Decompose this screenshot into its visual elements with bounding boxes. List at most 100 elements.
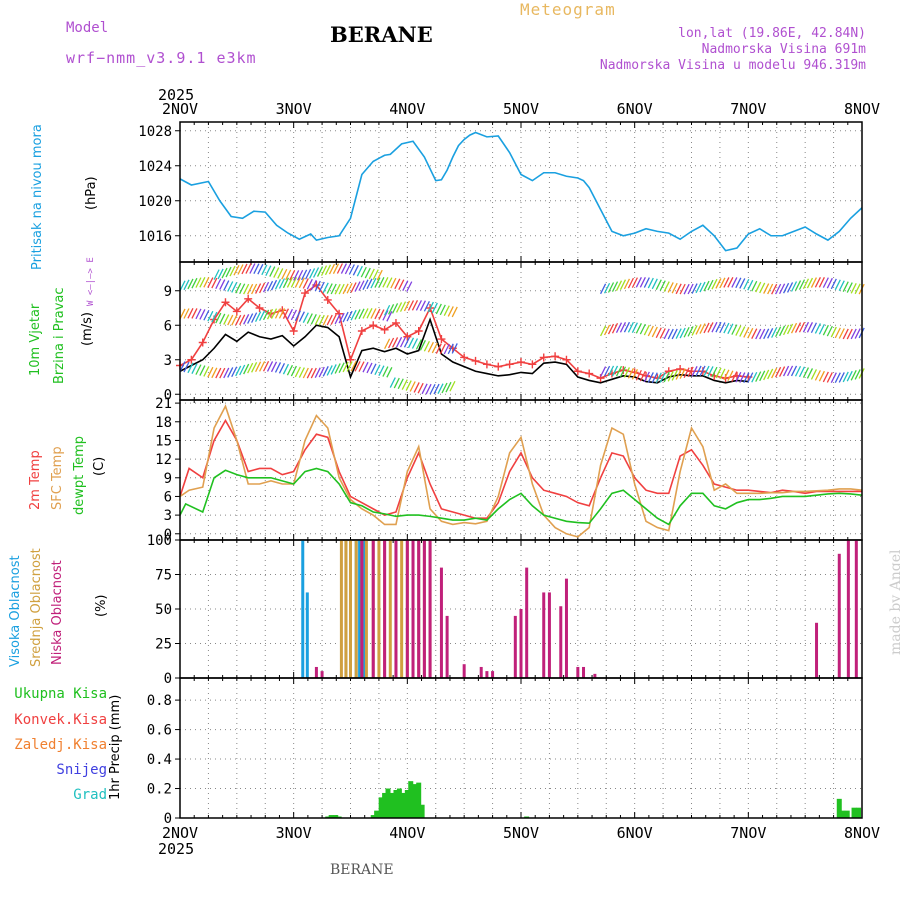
cloud-bar: [519, 609, 523, 678]
wind-barb: [751, 371, 758, 383]
wind-barb: [298, 367, 305, 378]
wind-barb: [607, 323, 615, 335]
cloud-bar: [479, 666, 483, 678]
wind-barb: [364, 267, 371, 279]
wind-barb: [255, 361, 262, 373]
wind-barb: [798, 366, 806, 378]
wind-barb: [297, 269, 304, 281]
gust-marker: [517, 358, 525, 367]
wind-barb: [810, 369, 817, 380]
wind-barb: [318, 281, 325, 293]
temperature-ytick-label: 3: [164, 508, 172, 524]
wind-barb: [235, 314, 242, 326]
wind-barb: [818, 323, 825, 335]
cloud-bar: [411, 540, 415, 678]
wind-barb: [346, 361, 353, 372]
wind-barb: [842, 328, 849, 340]
wind-barb: [802, 367, 810, 378]
wind-barb: [223, 280, 230, 291]
wind-barb: [183, 361, 190, 373]
wind-barb: [627, 368, 634, 379]
wind-barb: [735, 277, 742, 289]
wind-barb: [822, 324, 829, 336]
wind-barb: [294, 310, 301, 322]
wind-barb: [326, 283, 333, 294]
wind-barb: [270, 308, 278, 319]
temperature-series-2: [179, 467, 863, 526]
wind-barb: [346, 282, 353, 294]
wind-barb: [352, 264, 359, 276]
wind-barb: [695, 324, 702, 335]
gust-marker: [301, 289, 310, 298]
wind-barb: [328, 263, 336, 275]
wind-barb: [655, 327, 662, 339]
cloud-bar: [525, 567, 529, 678]
wind-barb: [419, 340, 426, 351]
precip-bar: [396, 788, 402, 818]
wind-barb: [830, 326, 837, 338]
gust-marker: [414, 327, 423, 335]
x-label-bottom: 6NOV: [617, 824, 653, 842]
wind-barb: [262, 281, 270, 293]
wind-barb: [277, 268, 284, 279]
wind-barb: [266, 361, 274, 372]
x-label-top: 2NOV: [162, 100, 198, 118]
wind-barb: [703, 280, 710, 292]
cloud-bar: [344, 540, 348, 678]
pressure-ytick-label: 1016: [138, 229, 172, 245]
legend-ukupna: Ukupna Kisa: [14, 686, 107, 702]
coords-label: lon,lat (19.86E, 42.84N): [678, 26, 866, 41]
wind-barb: [615, 365, 623, 377]
wind-barb: [767, 283, 774, 295]
wind-barb: [374, 364, 381, 376]
wind-barb: [731, 324, 738, 335]
wind-barb: [451, 306, 458, 318]
wind-barb: [362, 279, 369, 290]
x-label-bottom: 4NOV: [389, 824, 425, 842]
wind-barb: [790, 322, 798, 334]
wind-barb: [443, 305, 450, 317]
wind-barb: [195, 308, 202, 320]
wind-barb: [631, 369, 638, 380]
wind-barb: [751, 280, 758, 292]
wind-barb: [671, 370, 678, 381]
wind-barb: [358, 308, 365, 320]
wind-barb: [278, 278, 286, 289]
wind-barb: [199, 309, 206, 320]
wind-barb: [330, 364, 337, 375]
precip-bar: [416, 782, 422, 818]
wind-barb: [362, 361, 369, 373]
wind-barb: [743, 327, 750, 338]
wind-barb: [647, 277, 654, 289]
legend-zaledj: Zaledj.Kisa: [14, 737, 107, 753]
wind-barb: [786, 282, 794, 293]
cloud-ytick-label: 25: [155, 637, 172, 653]
wind-barb: [854, 283, 861, 295]
wind-barb: [651, 372, 658, 383]
wind-barb: [318, 366, 325, 378]
meteogram-label: Meteogram: [520, 0, 616, 19]
wind-barb: [402, 280, 409, 291]
cloud-bar: [837, 553, 841, 678]
wind-barb: [719, 368, 726, 380]
wind-barb: [775, 283, 782, 295]
wind-barb: [695, 282, 702, 294]
model-name: wrf−nmm_v3.9.1 e3km: [66, 49, 257, 67]
cloud-bar: [559, 606, 563, 678]
wind-barb: [842, 281, 849, 292]
wind-barb: [338, 283, 345, 295]
wind-barb: [398, 279, 405, 290]
wind-barb: [711, 321, 718, 333]
wind-barb: [374, 277, 381, 288]
wind-barb: [834, 279, 841, 291]
wind-barb: [802, 278, 810, 290]
wind-barb: [743, 278, 750, 290]
wind-barb: [441, 382, 448, 394]
wind-barb: [403, 337, 411, 348]
wind-barb: [790, 365, 798, 377]
precip-ytick-label: 0.8: [147, 693, 172, 709]
wind-barb: [755, 281, 762, 293]
x-label-top: 7NOV: [730, 100, 766, 118]
wind-barb: [258, 361, 266, 372]
wind-barb: [282, 308, 290, 319]
